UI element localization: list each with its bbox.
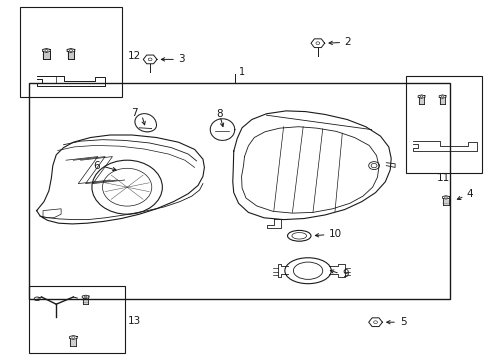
- Text: 5: 5: [399, 317, 406, 327]
- Bar: [29, 286, 124, 353]
- Text: 8: 8: [215, 109, 222, 119]
- Text: 6: 6: [93, 161, 100, 171]
- Bar: [405, 76, 481, 173]
- Polygon shape: [135, 114, 156, 132]
- Polygon shape: [210, 119, 234, 140]
- Text: 7: 7: [131, 108, 138, 118]
- Text: 2: 2: [344, 37, 351, 48]
- Text: 9: 9: [342, 269, 348, 279]
- Text: 4: 4: [466, 189, 472, 199]
- Bar: [20, 7, 122, 97]
- Text: 13: 13: [128, 316, 141, 326]
- Text: 1: 1: [238, 67, 244, 77]
- Text: 10: 10: [328, 229, 342, 239]
- Text: 11: 11: [436, 173, 449, 183]
- Text: 3: 3: [178, 54, 185, 64]
- Bar: [29, 83, 449, 299]
- Text: 12: 12: [128, 51, 141, 61]
